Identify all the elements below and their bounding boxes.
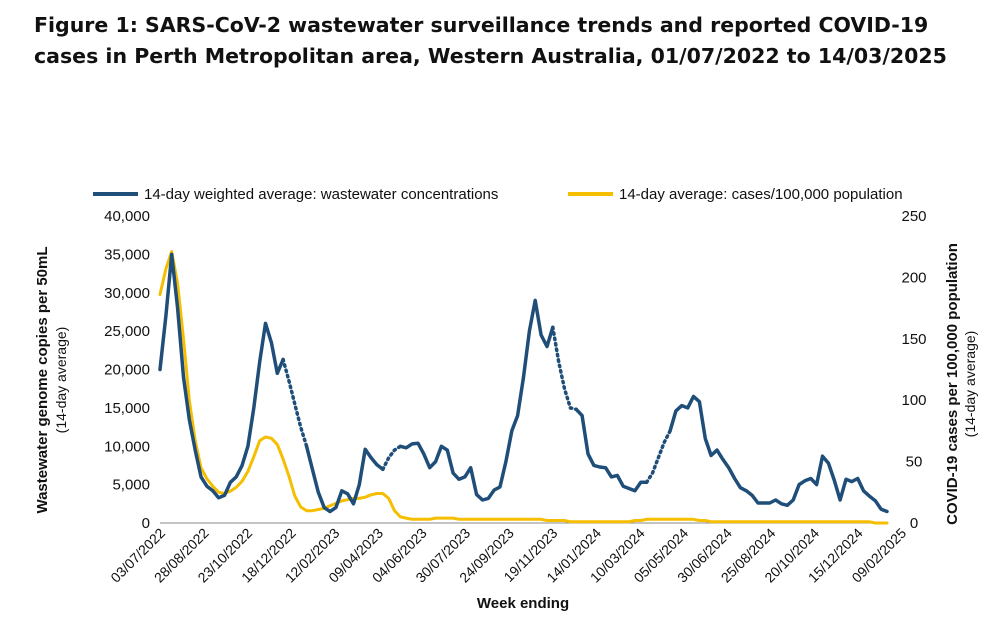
left-tick-label: 5,000 (112, 477, 150, 494)
cases-series-line (158, 250, 889, 525)
left-tick-label: 15,000 (104, 400, 150, 417)
right-tick-label: 150 (901, 331, 926, 348)
wastewater-series-line (158, 252, 285, 500)
right-tick-label: 50 (906, 454, 923, 471)
wastewater-interpolated-line (281, 357, 309, 449)
legend: 14-day weighted average: wastewater conc… (93, 186, 903, 203)
right-tick-label: 200 (901, 269, 926, 286)
x-axis-title: Week ending (477, 595, 569, 612)
left-tick-label: 10,000 (104, 438, 150, 455)
left-axis-subtitle: (14-day average) (53, 327, 69, 434)
right-tick-label: 250 (901, 208, 926, 225)
wastewater-interpolated-line (644, 429, 672, 485)
series-group (158, 250, 889, 525)
right-axis-subtitle: (14-day average) (962, 331, 978, 438)
legend-wastewater-label: 14-day weighted average: wastewater conc… (144, 186, 498, 203)
wastewater-series-line (304, 444, 385, 514)
legend-cases-label: 14-day average: cases/100,000 population (619, 186, 903, 203)
left-tick-label: 20,000 (104, 362, 150, 379)
left-tick-label: 30,000 (104, 285, 150, 302)
left-tick-label: 25,000 (104, 323, 150, 340)
x-axis-ticks: 03/07/202228/08/202223/10/202218/12/2022… (107, 525, 909, 586)
wastewater-series-line (668, 394, 889, 514)
left-tick-label: 35,000 (104, 246, 150, 263)
wastewater-interpolated-line (381, 444, 403, 472)
right-axis-ticks: 250 200 150 100 50 0 (901, 208, 926, 532)
left-tick-label: 0 (142, 515, 150, 532)
left-axis-title: Wastewater genome copies per 50mL (34, 246, 51, 513)
wastewater-series-line (574, 407, 649, 493)
right-axis-title: COVID-19 cases per 100,000 population (944, 243, 961, 525)
wastewater-interpolated-line (551, 325, 579, 412)
left-tick-label: 40,000 (104, 208, 150, 225)
wastewater-series-line (398, 298, 555, 502)
figure-title: Figure 1: SARS-CoV-2 wastewater surveill… (34, 13, 947, 68)
right-tick-label: 0 (910, 515, 918, 532)
left-axis-ticks: 40,000 35,000 30,000 25,000 20,000 15,000 10,0… (104, 208, 150, 532)
right-tick-label: 100 (901, 392, 926, 409)
